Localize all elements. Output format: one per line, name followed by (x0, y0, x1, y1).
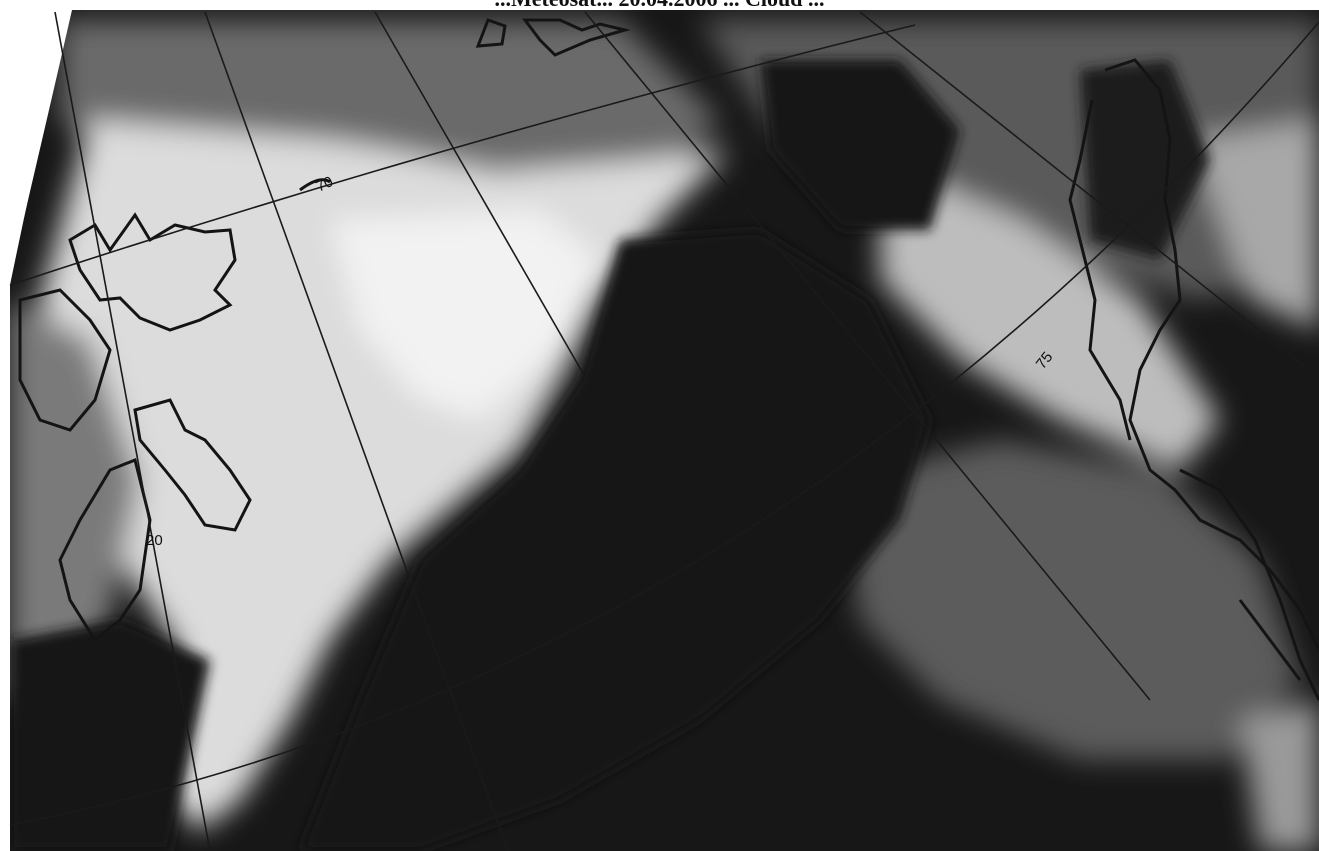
no-data-corner (0, 10, 72, 285)
graticule (9, 11, 1319, 851)
dark-sea-area (10, 60, 1210, 851)
map-caption: ...Meteosat... 20.04.2006 ... Cloud ... (0, 0, 1319, 11)
coastlines (18, 18, 1319, 701)
grid-label-70: 70 (314, 173, 336, 195)
grid-label-75: 75 (1033, 349, 1057, 373)
grid-label-20: 20 (146, 532, 163, 549)
